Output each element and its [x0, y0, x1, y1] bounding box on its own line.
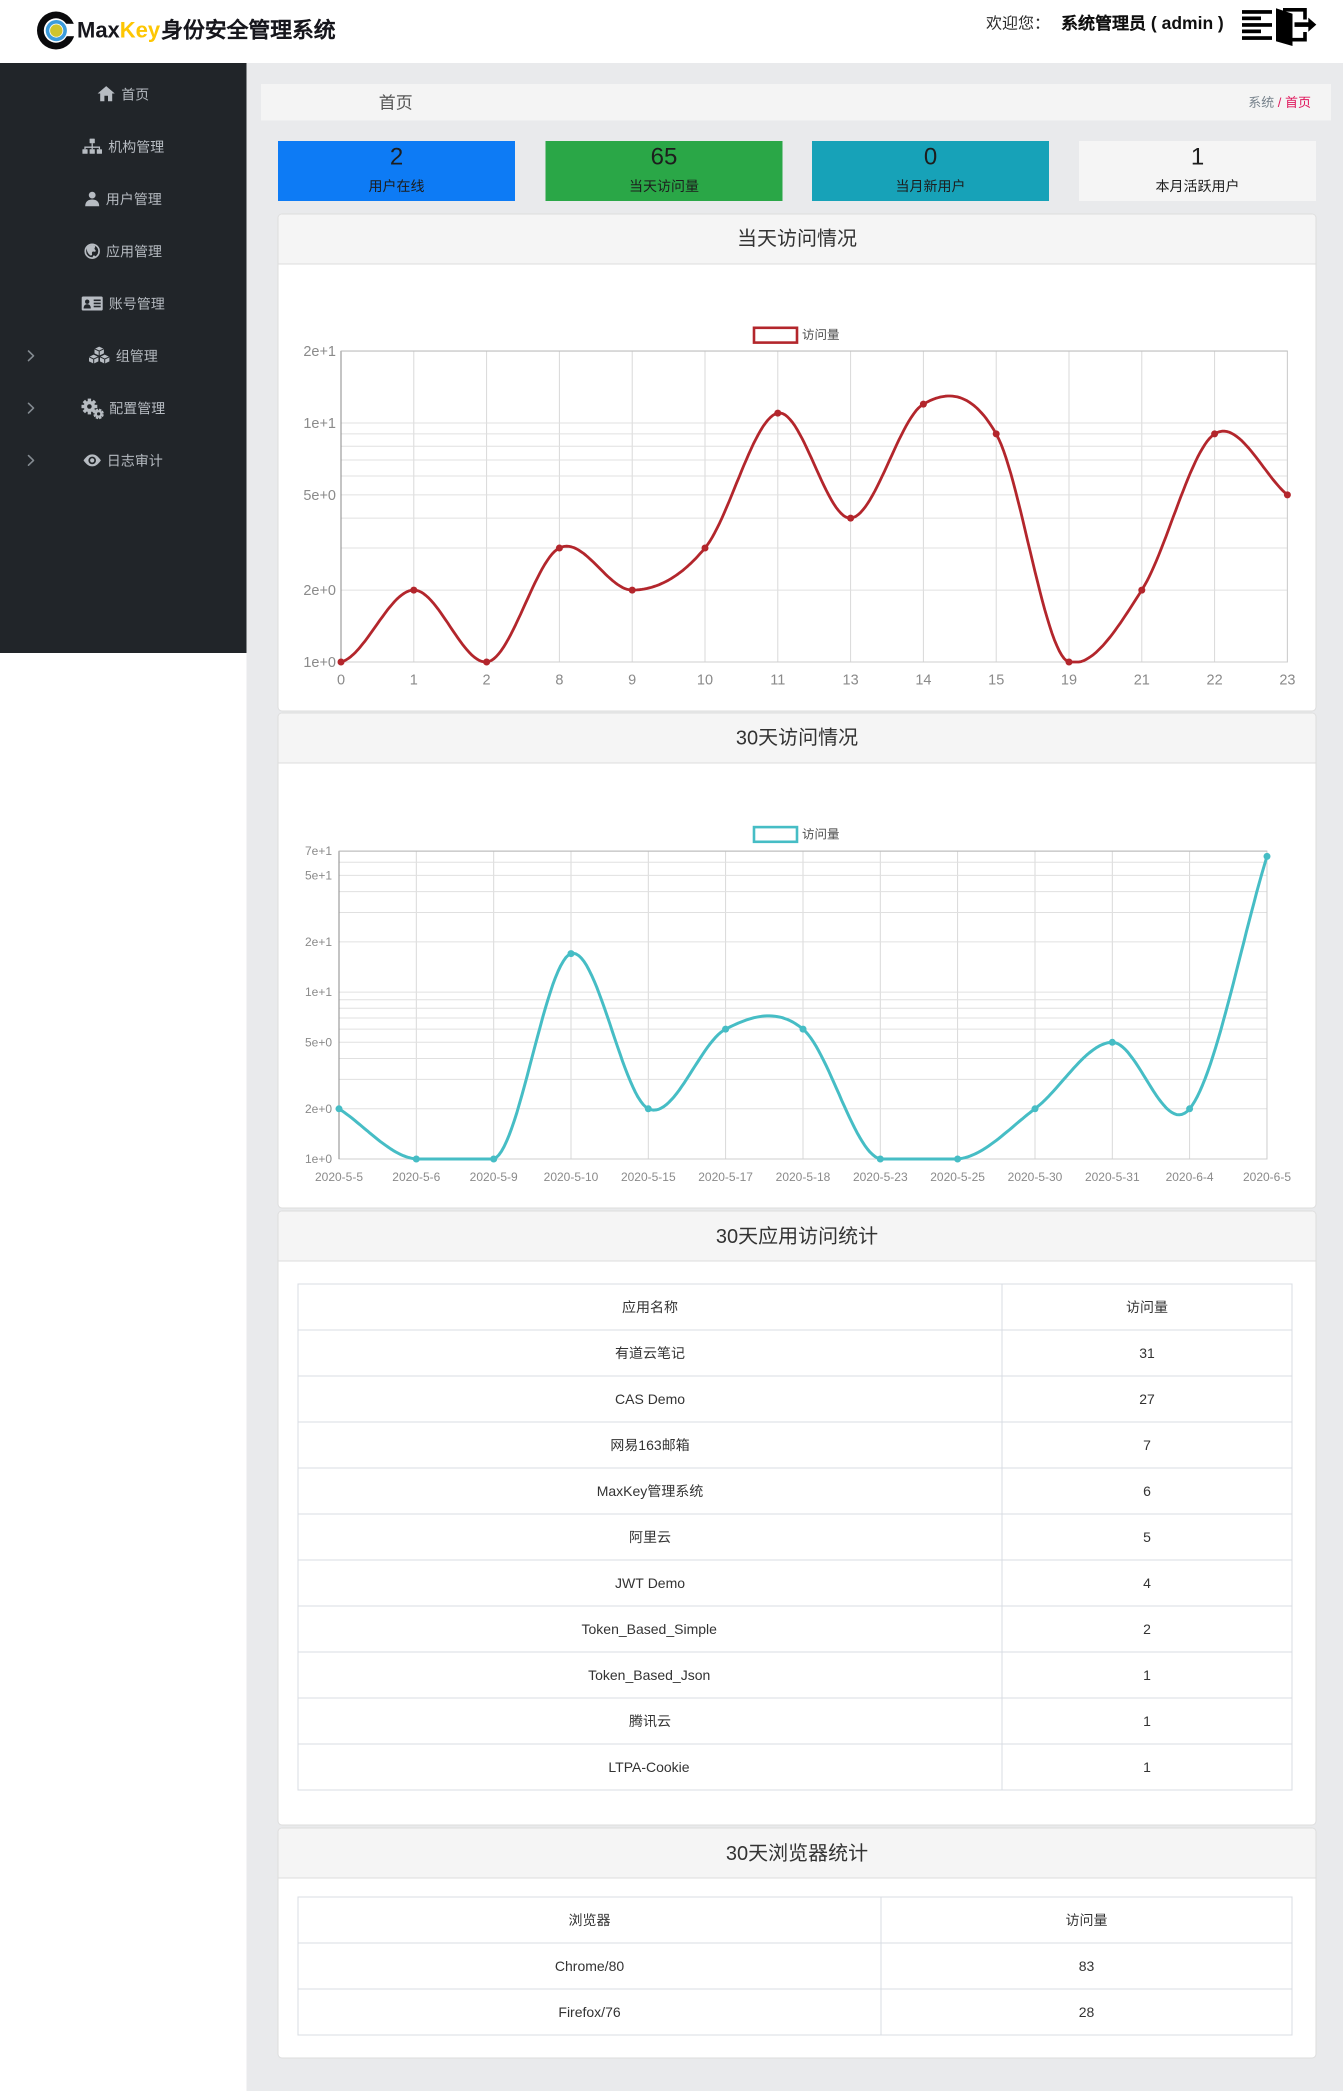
svg-text:2020-5-23: 2020-5-23 — [853, 1170, 908, 1184]
svg-text:CAS: CAS — [615, 1391, 644, 1407]
svg-text:8: 8 — [555, 673, 563, 689]
svg-text:1: 1 — [1143, 1759, 1151, 1775]
svg-text:1e+1: 1e+1 — [303, 416, 336, 432]
svg-text:2020-6-4: 2020-6-4 — [1166, 1170, 1214, 1184]
svg-text:27: 27 — [1139, 1391, 1155, 1407]
svg-text:14: 14 — [915, 673, 931, 689]
svg-text:2020-5-25: 2020-5-25 — [930, 1170, 985, 1184]
svg-text:10: 10 — [697, 673, 713, 689]
svg-text:LTPA-Cookie: LTPA-Cookie — [608, 1759, 689, 1775]
svg-text:31: 31 — [1139, 1345, 1155, 1361]
svg-text:2e+0: 2e+0 — [305, 1102, 332, 1116]
svg-text:): ) — [1218, 13, 1224, 33]
svg-text:22: 22 — [1207, 673, 1223, 689]
svg-text:2020-6-5: 2020-6-5 — [1243, 1170, 1291, 1184]
svg-text:23: 23 — [1279, 673, 1295, 689]
svg-text:0: 0 — [924, 144, 937, 171]
svg-text:1: 1 — [1191, 144, 1204, 171]
svg-text:5e+1: 5e+1 — [305, 868, 332, 882]
svg-text:2020-5-6: 2020-5-6 — [392, 1170, 440, 1184]
svg-text:7e+1: 7e+1 — [305, 844, 332, 858]
svg-text:5e+0: 5e+0 — [303, 488, 336, 504]
svg-text:Firefox/76: Firefox/76 — [558, 2004, 620, 2020]
svg-text:30: 30 — [716, 1226, 738, 1248]
svg-text:2e+1: 2e+1 — [303, 344, 336, 360]
svg-text:19: 19 — [1061, 673, 1077, 689]
svg-text:Demo: Demo — [648, 1391, 686, 1407]
svg-text:Token_Based_Json: Token_Based_Json — [588, 1667, 710, 1683]
svg-text:2020-5-9: 2020-5-9 — [470, 1170, 518, 1184]
svg-text:6: 6 — [1143, 1483, 1151, 1499]
svg-text:Demo: Demo — [648, 1575, 686, 1591]
svg-text:2: 2 — [483, 673, 491, 689]
svg-text:163: 163 — [638, 1437, 662, 1453]
svg-text:2020-5-15: 2020-5-15 — [621, 1170, 676, 1184]
svg-text:30: 30 — [736, 727, 758, 749]
svg-text:2020-5-30: 2020-5-30 — [1008, 1170, 1063, 1184]
svg-text:1e+0: 1e+0 — [303, 655, 336, 671]
svg-text:Max: Max — [77, 18, 121, 43]
svg-text:1: 1 — [1143, 1713, 1151, 1729]
svg-text:2020-5-10: 2020-5-10 — [544, 1170, 599, 1184]
svg-text:2020-5-18: 2020-5-18 — [776, 1170, 831, 1184]
svg-text:83: 83 — [1079, 1958, 1095, 1974]
svg-text:/: / — [1278, 95, 1282, 110]
svg-text:2e+1: 2e+1 — [305, 935, 332, 949]
svg-text:Chrome/80: Chrome/80 — [555, 1958, 624, 1974]
svg-text:2e+0: 2e+0 — [303, 583, 336, 599]
svg-text:2020-5-17: 2020-5-17 — [698, 1170, 753, 1184]
svg-text:JWT: JWT — [615, 1575, 644, 1591]
svg-text:2: 2 — [390, 144, 403, 171]
svg-text:1e+0: 1e+0 — [305, 1152, 332, 1166]
svg-text:4: 4 — [1143, 1575, 1151, 1591]
svg-text:1e+1: 1e+1 — [305, 985, 332, 999]
svg-text:15: 15 — [988, 673, 1004, 689]
svg-text:65: 65 — [651, 144, 678, 171]
svg-text:2: 2 — [1143, 1621, 1151, 1637]
svg-text:Token_Based_Simple: Token_Based_Simple — [582, 1621, 718, 1637]
svg-text:21: 21 — [1134, 673, 1150, 689]
svg-text:30: 30 — [726, 1843, 748, 1865]
svg-text:MaxKey: MaxKey — [597, 1483, 648, 1499]
svg-text:13: 13 — [843, 673, 859, 689]
svg-text:11: 11 — [770, 673, 785, 689]
svg-text:2020-5-5: 2020-5-5 — [315, 1170, 363, 1184]
svg-text:5e+0: 5e+0 — [305, 1035, 332, 1049]
svg-text:7: 7 — [1143, 1437, 1151, 1453]
svg-text:1: 1 — [1143, 1667, 1151, 1683]
svg-text:1: 1 — [410, 673, 418, 689]
svg-text:9: 9 — [628, 673, 636, 689]
svg-text:28: 28 — [1079, 2004, 1095, 2020]
svg-text:Key: Key — [120, 18, 161, 43]
svg-text:2020-5-31: 2020-5-31 — [1085, 1170, 1140, 1184]
svg-text:admin: admin — [1162, 13, 1214, 33]
svg-text:0: 0 — [337, 673, 345, 689]
svg-text:(: ( — [1151, 13, 1157, 33]
svg-text:5: 5 — [1143, 1529, 1151, 1545]
